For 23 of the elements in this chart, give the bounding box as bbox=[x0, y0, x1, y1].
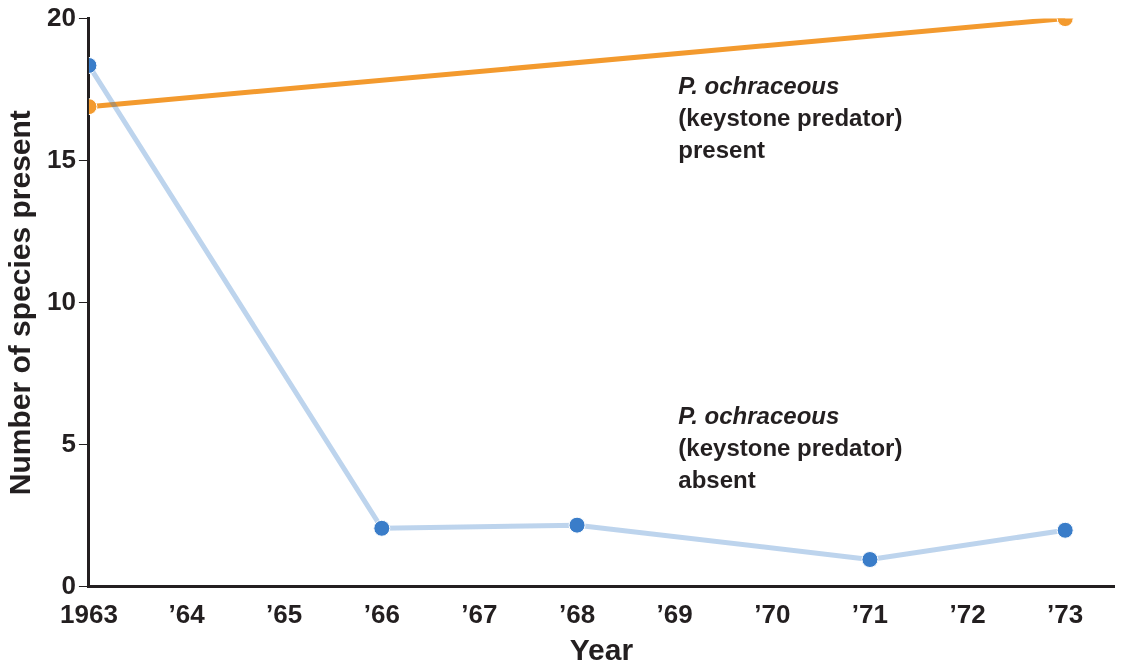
x-tick-label: ’68 bbox=[558, 598, 596, 629]
x-tick-label: ’64 bbox=[168, 598, 206, 629]
x-tick-label: ’65 bbox=[266, 598, 303, 629]
annotation: P. ochraceous (keystone predator) absent bbox=[678, 401, 903, 493]
x-tick-label: ’72 bbox=[949, 598, 986, 629]
y-axis-title: Number of species present bbox=[3, 110, 37, 496]
point bbox=[568, 516, 586, 534]
y-tick-label: 15 bbox=[47, 143, 76, 174]
y-tick-label: 0 bbox=[61, 569, 76, 600]
y-tick-label: 5 bbox=[61, 427, 76, 458]
x-tick-label: ’70 bbox=[754, 598, 791, 629]
x-tick-label: ’71 bbox=[851, 598, 889, 629]
y-tick-label: 20 bbox=[47, 1, 76, 32]
point bbox=[1056, 521, 1074, 539]
y-tick-label: 10 bbox=[47, 285, 76, 316]
x-tick-label: ’69 bbox=[656, 598, 693, 629]
x-tick-label: ’67 bbox=[461, 598, 498, 629]
x-axis-title: Year bbox=[569, 633, 634, 667]
annotation: P. ochraceous (keystone predator) present bbox=[678, 72, 903, 164]
x-tick-label: ’73 bbox=[1047, 598, 1084, 629]
point bbox=[861, 551, 879, 569]
x-tick-label: ’66 bbox=[363, 598, 400, 629]
x-tick-label: 1963 bbox=[60, 598, 118, 629]
